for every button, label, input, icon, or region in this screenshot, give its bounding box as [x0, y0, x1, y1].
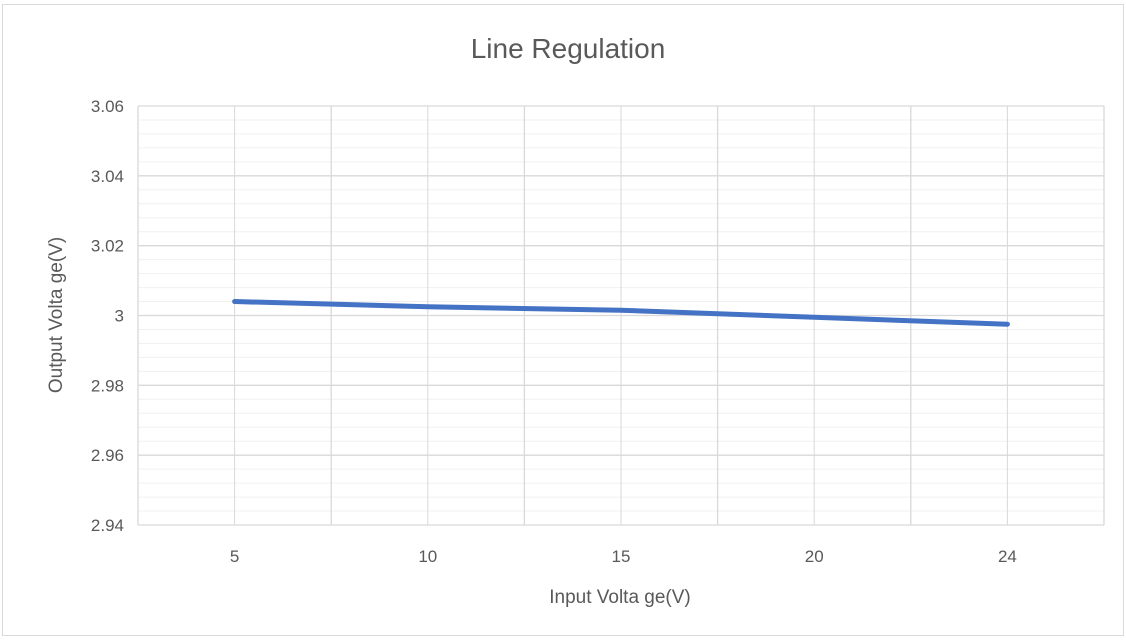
series-group [232, 299, 1010, 327]
y-tick-label: 3.02 [91, 237, 124, 256]
y-tick-label: 2.94 [91, 516, 124, 535]
x-axis-ticks: 5 10 15 20 24 [230, 547, 1017, 566]
x-tick-label: 10 [418, 547, 437, 566]
y-axis-label: Output Volta ge(V) [46, 237, 67, 393]
y-tick-label: 2.98 [91, 376, 124, 395]
chart-title: Line Regulation [471, 33, 666, 64]
y-tick-label: 2.96 [91, 446, 124, 465]
x-tick-label: 5 [230, 547, 239, 566]
y-tick-label: 3.06 [91, 97, 124, 116]
major-grid [137, 105, 1105, 526]
y-tick-label: 3.04 [91, 167, 124, 186]
x-tick-label: 15 [612, 547, 631, 566]
x-tick-label: 24 [998, 547, 1017, 566]
x-tick-label: 20 [805, 547, 824, 566]
x-axis-label: Input Volta ge(V) [549, 587, 691, 608]
y-tick-label: 3 [115, 307, 124, 326]
y-axis-ticks: 3.06 3.04 3.02 3 2.98 2.96 2.94 [91, 97, 124, 535]
